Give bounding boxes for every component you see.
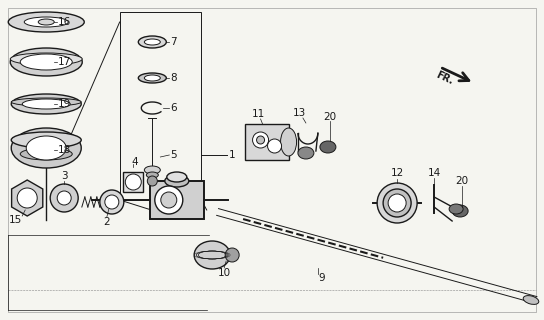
- Ellipse shape: [146, 172, 158, 178]
- Circle shape: [161, 192, 177, 208]
- Ellipse shape: [11, 132, 81, 148]
- Text: 18: 18: [58, 145, 71, 155]
- Text: 4: 4: [131, 157, 138, 167]
- Bar: [150, 181, 204, 219]
- Ellipse shape: [383, 189, 411, 217]
- Text: 12: 12: [391, 168, 404, 178]
- Ellipse shape: [281, 128, 296, 156]
- Text: 3: 3: [61, 171, 67, 181]
- Text: 6: 6: [170, 103, 177, 113]
- Circle shape: [17, 188, 37, 208]
- Ellipse shape: [449, 204, 463, 214]
- Ellipse shape: [138, 36, 166, 48]
- Bar: [120, 12, 201, 200]
- Text: 15: 15: [9, 215, 22, 225]
- Text: 1: 1: [228, 150, 235, 160]
- Ellipse shape: [50, 184, 78, 212]
- Text: 9: 9: [318, 273, 325, 283]
- Polygon shape: [11, 180, 43, 216]
- Text: 19: 19: [58, 99, 71, 109]
- Ellipse shape: [22, 99, 70, 109]
- Text: 7: 7: [170, 37, 177, 47]
- Text: 14: 14: [428, 168, 441, 178]
- Ellipse shape: [20, 148, 72, 160]
- Ellipse shape: [11, 94, 81, 114]
- Ellipse shape: [144, 75, 160, 81]
- Circle shape: [155, 186, 183, 214]
- Ellipse shape: [57, 191, 71, 205]
- Text: 11: 11: [252, 109, 265, 119]
- Ellipse shape: [167, 172, 187, 182]
- Ellipse shape: [377, 183, 417, 223]
- Text: 5: 5: [170, 150, 177, 160]
- Ellipse shape: [20, 54, 72, 70]
- Text: 20: 20: [455, 176, 469, 186]
- Ellipse shape: [144, 166, 160, 174]
- Ellipse shape: [24, 17, 68, 27]
- Ellipse shape: [388, 194, 406, 212]
- Ellipse shape: [320, 141, 336, 153]
- Circle shape: [268, 139, 282, 153]
- Ellipse shape: [165, 175, 189, 187]
- Ellipse shape: [11, 128, 81, 168]
- Ellipse shape: [26, 136, 66, 160]
- Text: 17: 17: [58, 57, 71, 67]
- Text: 13: 13: [293, 108, 306, 118]
- Circle shape: [252, 132, 269, 148]
- Ellipse shape: [10, 53, 82, 65]
- Ellipse shape: [8, 12, 84, 32]
- Text: 2: 2: [103, 217, 110, 227]
- Text: 10: 10: [218, 268, 231, 278]
- Ellipse shape: [38, 19, 54, 25]
- Ellipse shape: [523, 296, 539, 304]
- Ellipse shape: [452, 205, 468, 217]
- Text: FR.: FR.: [434, 70, 454, 87]
- Text: 16: 16: [58, 17, 71, 27]
- Ellipse shape: [11, 98, 81, 106]
- Text: 20: 20: [323, 112, 337, 122]
- Circle shape: [257, 136, 264, 144]
- Bar: [123, 172, 143, 192]
- Ellipse shape: [225, 248, 239, 262]
- Ellipse shape: [10, 48, 82, 76]
- Ellipse shape: [138, 73, 166, 83]
- Ellipse shape: [194, 241, 230, 269]
- Ellipse shape: [298, 147, 314, 159]
- Ellipse shape: [105, 195, 119, 209]
- Ellipse shape: [147, 176, 157, 186]
- Ellipse shape: [125, 174, 141, 190]
- Text: 8: 8: [170, 73, 177, 83]
- Bar: [245, 124, 288, 160]
- Ellipse shape: [100, 190, 124, 214]
- Ellipse shape: [144, 39, 160, 45]
